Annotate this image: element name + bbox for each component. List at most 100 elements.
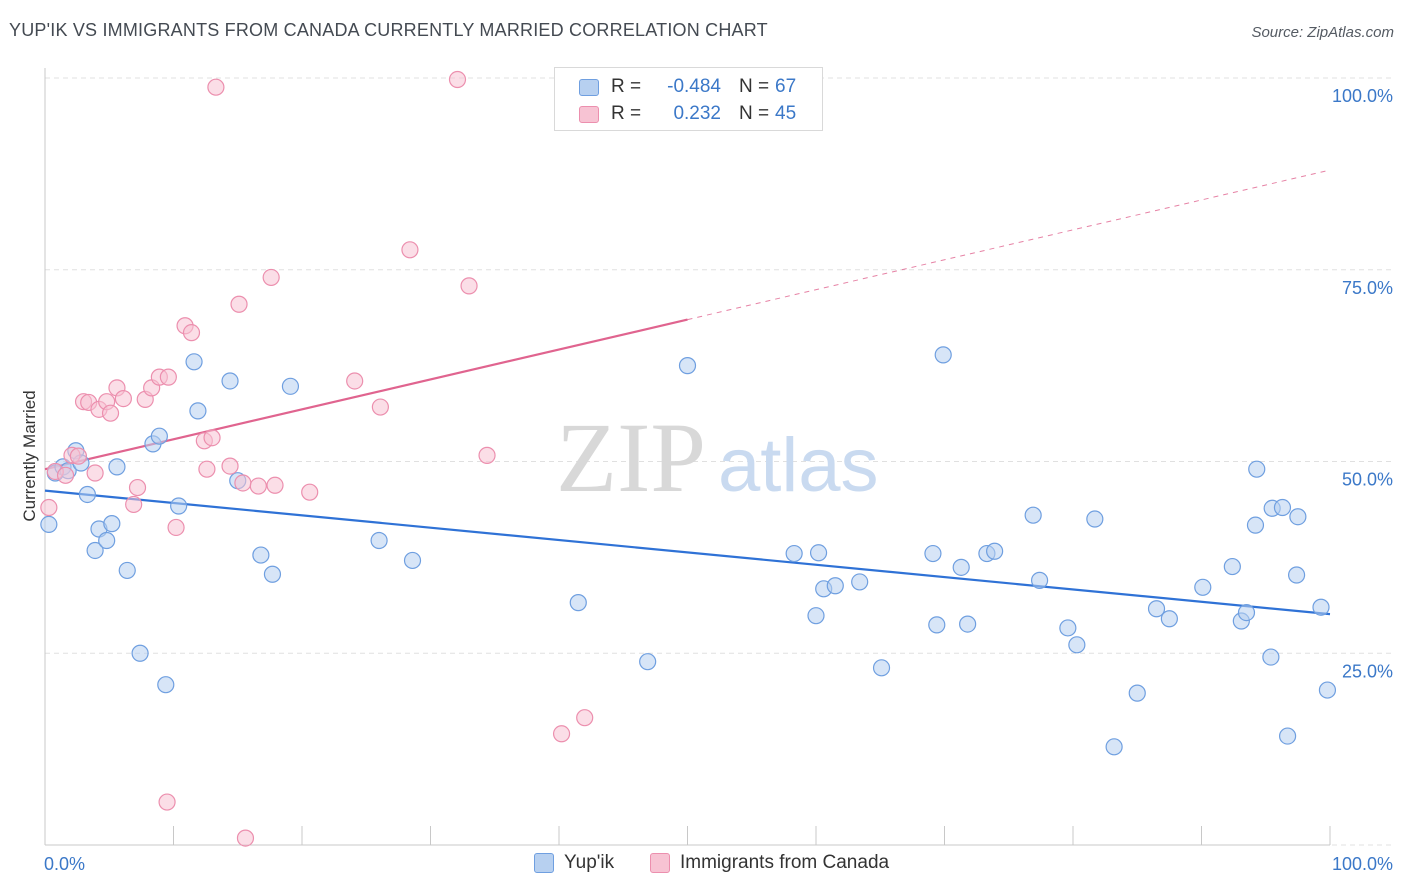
r-value: 0.232 [673, 103, 721, 124]
data-point-yupik [1312, 598, 1330, 616]
data-point-canada [207, 78, 225, 96]
y-axis-label: Currently Married [20, 390, 39, 521]
watermark-zip: ZIP [556, 402, 706, 513]
data-point-canada [460, 277, 478, 295]
data-point-canada [69, 447, 88, 465]
y-tick-label: 100.0% [1332, 86, 1393, 106]
data-point-canada [448, 70, 467, 89]
data-point-yupik [252, 546, 270, 564]
data-point-yupik [185, 353, 203, 371]
legend-item-yupik: Yup'ik [534, 852, 614, 874]
x-tick-label: 100.0% [1332, 854, 1393, 874]
data-point-yupik [170, 497, 188, 515]
data-point-canada [40, 498, 58, 517]
data-point-yupik [403, 551, 422, 570]
data-point-yupik [131, 644, 149, 662]
data-point-canada [576, 709, 594, 727]
data-point-canada [128, 478, 147, 497]
data-point-yupik [1289, 508, 1307, 526]
data-point-canada [262, 268, 280, 287]
data-point-yupik [263, 565, 282, 583]
data-point-yupik [189, 402, 207, 420]
data-point-yupik [1030, 571, 1049, 589]
n-label: N = [739, 76, 770, 97]
legend-item-canada: Immigrants from Canada [650, 852, 889, 874]
data-point-yupik [986, 542, 1004, 560]
data-point-yupik [103, 515, 121, 533]
r-label: R = [611, 103, 642, 124]
chart-title: YUP'IK VS IMMIGRANTS FROM CANADA CURRENT… [9, 20, 768, 40]
data-point-yupik [851, 573, 869, 591]
data-point-canada [401, 241, 419, 259]
data-point-yupik [639, 653, 657, 671]
data-point-yupik [952, 558, 970, 576]
data-point-yupik [1194, 578, 1212, 596]
n-value: 67 [775, 76, 797, 97]
trend-line-dashed-1 [687, 169, 1331, 321]
y-tick-label: 50.0% [1342, 470, 1393, 490]
data-point-yupik [1128, 684, 1146, 702]
data-point-yupik [934, 346, 952, 364]
data-point-canada [301, 483, 319, 501]
legend-row-canada: R = 0.232 N = 45 [579, 102, 796, 126]
data-points [40, 69, 1337, 847]
legend-swatch-blue [534, 853, 554, 873]
data-point-canada [86, 464, 104, 482]
data-point-yupik [370, 531, 388, 550]
data-point-yupik [1318, 681, 1337, 699]
data-point-canada [552, 725, 571, 743]
r-label: R = [611, 76, 642, 97]
data-point-yupik [1248, 460, 1266, 478]
data-point-yupik [1147, 600, 1166, 618]
data-point-yupik [959, 615, 977, 633]
data-point-yupik [1024, 506, 1042, 524]
data-point-canada [101, 404, 120, 422]
legend-label-yupik: Yup'ik [564, 852, 615, 873]
data-point-yupik [928, 616, 946, 634]
source-label: Source: ZipAtlas.com [1251, 24, 1394, 41]
data-point-canada [159, 368, 177, 386]
data-point-canada [198, 460, 216, 478]
data-point-canada [371, 398, 389, 416]
data-point-yupik [40, 515, 58, 533]
correlation-legend: R = -0.484 N = 67 R = 0.232 N = 45 [554, 67, 823, 131]
data-point-canada [234, 474, 252, 492]
data-point-canada [56, 466, 75, 484]
legend-row-yupik: R = -0.484 N = 67 [579, 75, 796, 99]
data-point-yupik [785, 544, 803, 563]
data-point-canada [230, 295, 248, 313]
legend-swatch-pink [650, 853, 670, 873]
data-point-yupik [1223, 557, 1241, 576]
data-point-canada [478, 446, 496, 464]
data-point-canada [167, 518, 185, 537]
data-point-yupik [118, 561, 136, 580]
r-value: -0.484 [667, 76, 721, 97]
y-tick-label: 25.0% [1342, 661, 1393, 681]
data-point-yupik [924, 544, 942, 563]
data-point-yupik [1237, 603, 1256, 622]
x-tick-labels: 0.0% 100.0% [44, 854, 1393, 874]
data-point-yupik [78, 485, 97, 504]
legend-swatch-blue [579, 78, 599, 96]
axes [44, 68, 1331, 846]
y-tick-labels: 100.0% 75.0% 50.0% 25.0% [1332, 86, 1393, 681]
data-point-yupik [569, 594, 587, 612]
data-point-yupik [86, 541, 104, 560]
data-point-yupik [108, 458, 126, 476]
trend-lines [44, 169, 1331, 616]
data-point-yupik [1086, 510, 1104, 528]
data-point-yupik [281, 377, 300, 395]
data-point-yupik [1246, 516, 1265, 534]
data-point-yupik [221, 372, 239, 390]
trend-line-0 [44, 489, 1331, 616]
watermark: ZIP atlas [556, 402, 879, 513]
data-point-canada [158, 793, 176, 811]
data-point-canada [203, 429, 221, 447]
data-point-canada [266, 476, 284, 494]
legend-label-canada: Immigrants from Canada [680, 852, 890, 873]
data-point-yupik [826, 577, 844, 595]
y-tick-label: 75.0% [1342, 278, 1393, 298]
data-point-yupik [1262, 648, 1280, 666]
data-point-yupik [1160, 610, 1178, 628]
n-label: N = [739, 103, 770, 124]
